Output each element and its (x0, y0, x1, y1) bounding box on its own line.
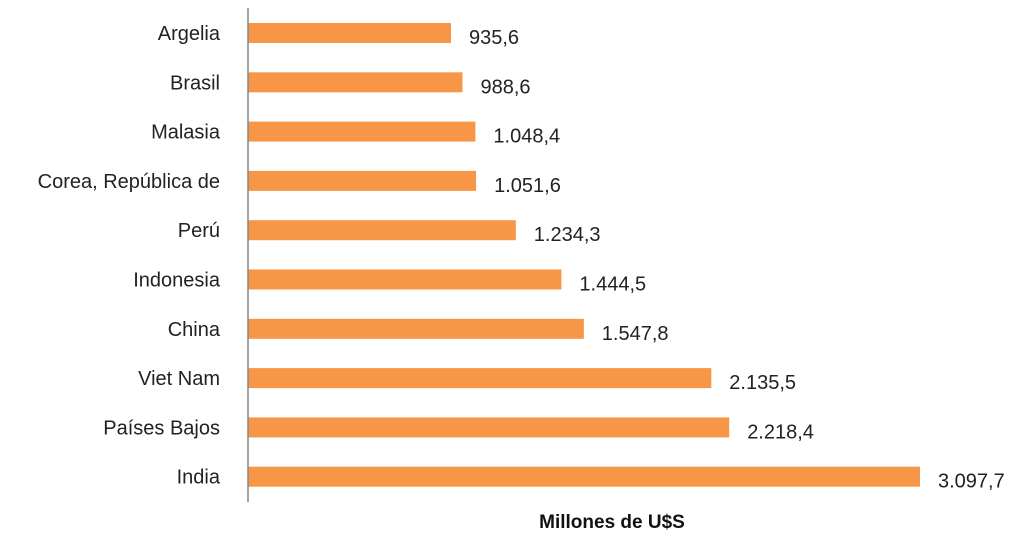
bar (248, 368, 712, 389)
bar (248, 121, 476, 142)
category-label: Corea, República de (38, 171, 220, 193)
data-label: 1.051,6 (494, 175, 561, 197)
category-label: Brasil (170, 72, 220, 94)
bar (248, 220, 516, 241)
data-label: 3.097,7 (938, 471, 1005, 493)
category-label: India (177, 467, 221, 489)
category-label: Países Bajos (103, 417, 220, 439)
bar (248, 417, 730, 438)
bar (248, 318, 584, 339)
category-label: China (168, 319, 221, 341)
x-axis-title: Millones de U$S (539, 512, 685, 533)
category-label: Perú (178, 220, 220, 242)
bars-layer (248, 23, 920, 487)
bar (248, 23, 451, 43)
data-label: 2.135,5 (729, 372, 796, 394)
data-label: 988,6 (481, 76, 531, 98)
category-label: Viet Nam (138, 368, 220, 390)
bar (248, 466, 920, 487)
data-label: 1.234,3 (534, 224, 601, 246)
data-label: 1.547,8 (602, 323, 669, 345)
data-label: 1.048,4 (493, 126, 560, 148)
bar (248, 72, 463, 93)
category-labels: Argelia Brasil Malasia Corea, República de P… (38, 23, 221, 489)
data-label: 2.218,4 (747, 421, 814, 443)
value-labels: 935,6 988,6 1.048,4 1.051,6 1.234,3 1.444,5 1.… (469, 27, 1005, 493)
data-label: 1.444,5 (579, 274, 646, 296)
category-label: Indonesia (133, 270, 221, 292)
bar (248, 170, 477, 191)
category-label: Malasia (151, 122, 221, 144)
bar (248, 269, 562, 290)
data-label: 935,6 (469, 27, 519, 49)
category-label: Argelia (158, 23, 221, 45)
